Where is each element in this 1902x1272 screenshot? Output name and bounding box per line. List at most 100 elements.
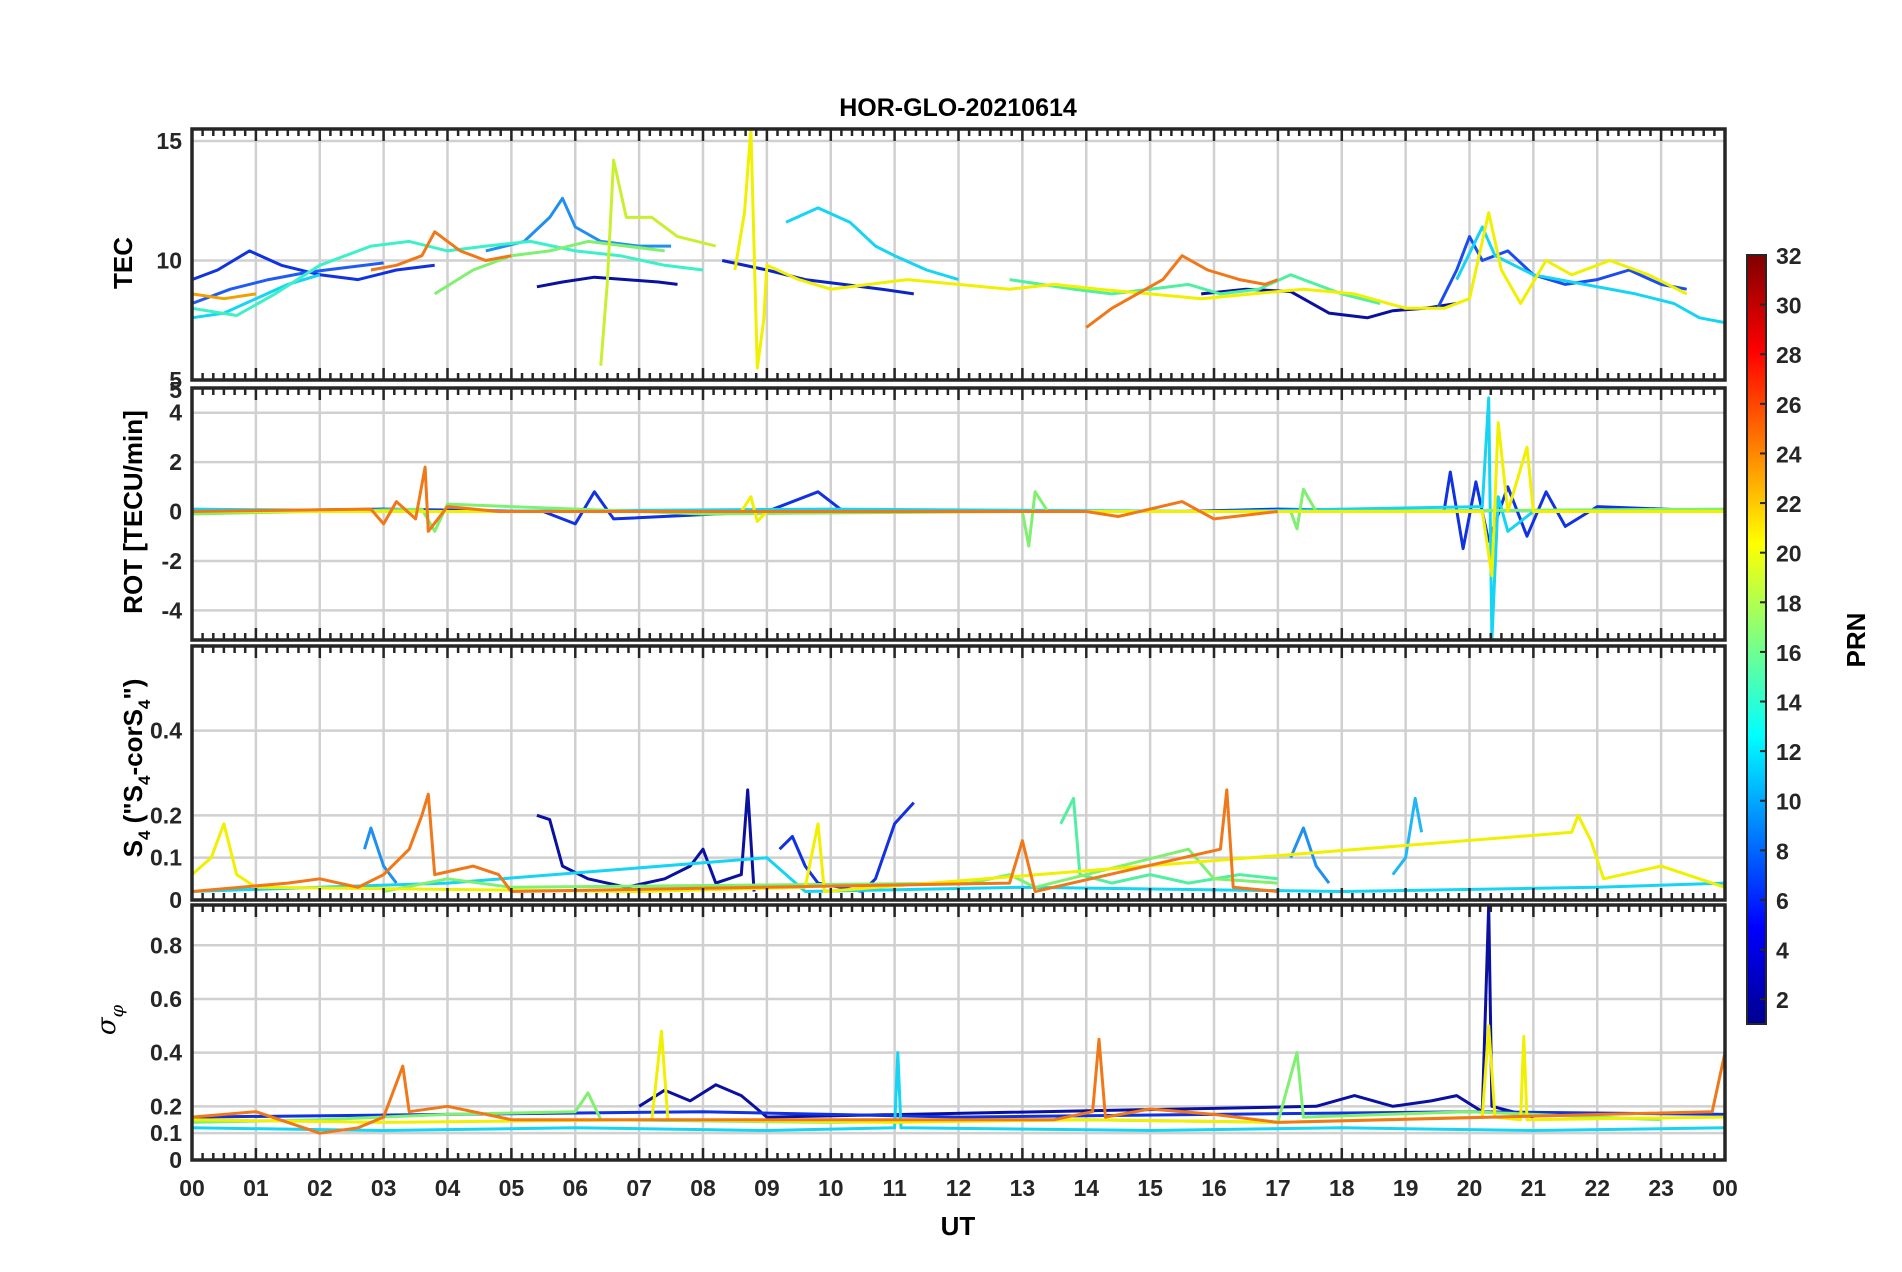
tec-panel: 5 10 15 (156, 127, 1727, 393)
s4-y-tick-label: 0 (169, 887, 182, 913)
sigma-series-prn-12 (191, 1051, 1726, 1132)
x-tick-label: 12 (946, 1175, 972, 1201)
sigma-y-tick-label: 0.1 (150, 1120, 182, 1146)
x-tick-label: 23 (1648, 1175, 1674, 1201)
tec-y-tick-label: 10 (156, 247, 182, 273)
tec-series-prn-12 (191, 273, 321, 320)
colorbar-tick-label: 26 (1776, 392, 1802, 418)
colorbar-tick-label: 22 (1776, 491, 1802, 517)
s4-series-prn-11 (1391, 796, 1424, 876)
tec-series-prn-2 (536, 275, 678, 289)
s4-series-prn-9 (363, 826, 398, 885)
sigma-tick-marks (190, 905, 1727, 1160)
s4-series-prn-9 (1289, 826, 1331, 885)
colorbar-tick-label: 16 (1776, 640, 1802, 666)
x-tick-labels: 00 01 02 03 04 05 06 07 08 09 10 11 12 13 14 15 16 17 18 19… (179, 1175, 1738, 1201)
rot-series-prn-20 (192, 421, 1725, 578)
colorbar-tick-label: 4 (1776, 938, 1789, 964)
s4-y-tick-label: 0.2 (150, 802, 182, 828)
rot-tick-marks (190, 388, 1727, 640)
tec-y-label: TEC (108, 237, 138, 289)
x-tick-label: 02 (307, 1175, 333, 1201)
tec-tick-marks (190, 129, 1727, 380)
sigma-panel: 00.10.2 0.4 0.6 0.8 (150, 903, 1727, 1173)
s4-y-label: S4 ("S4-corS4") (118, 679, 154, 858)
colorbar-tick-label: 18 (1776, 590, 1802, 616)
rot-y-tick-label: 2 (169, 449, 182, 475)
tec-series-prn-2 (1201, 287, 1457, 320)
rot-y-tick-label: -4 (162, 597, 183, 623)
x-tick-label: 00 (179, 1175, 205, 1201)
colorbar-tick-label: 20 (1776, 541, 1802, 567)
s4-y-tick-label: 0.4 (150, 718, 182, 744)
tec-series-prn-20 (733, 127, 1688, 370)
colorbar (1746, 254, 1767, 1025)
colorbar-tick-label: 6 (1776, 888, 1789, 914)
s4-y-tick-label: 0.1 (150, 845, 182, 871)
x-tick-label: 20 (1457, 1175, 1483, 1201)
x-tick-label: 21 (1521, 1175, 1547, 1201)
rot-y-label: ROT [TECU/min] (118, 410, 148, 614)
tec-series-prn-17 (433, 239, 665, 296)
x-tick-label: 10 (818, 1175, 844, 1201)
tec-series-prn-5 (191, 249, 435, 282)
sigma-y-tick-label: 0.4 (150, 1040, 182, 1066)
tec-series-prn-23 (191, 292, 257, 301)
x-tick-label: 00 (1712, 1175, 1738, 1201)
tec-series-prn-14 (191, 239, 704, 317)
sigma-y-tick-label: 0.6 (150, 986, 182, 1012)
tec-series-prn-4 (721, 259, 915, 296)
chart-title: HOR-GLO-20210614 (839, 94, 1077, 122)
x-tick-label: 04 (435, 1175, 461, 1201)
colorbar-tick-label: 24 (1776, 441, 1802, 467)
x-tick-label: 14 (1073, 1175, 1099, 1201)
x-tick-label: 19 (1393, 1175, 1419, 1201)
x-tick-label: 13 (1010, 1175, 1036, 1201)
colorbar-tick-label: 14 (1776, 690, 1802, 716)
s4-series-prn-24 (191, 788, 1279, 893)
colorbar-tick-label: 2 (1776, 987, 1789, 1013)
rot-y-tick-label: -2 (162, 548, 182, 574)
colorbar-tick-label: 30 (1776, 293, 1802, 319)
x-tick-label: 18 (1329, 1175, 1355, 1201)
colorbar-label: PRN (1841, 613, 1871, 668)
x-tick-label: 05 (499, 1175, 525, 1201)
tec-y-tick-label: 15 (156, 128, 182, 154)
rot-series-prn-12 (191, 396, 1725, 642)
s4-tick-marks (190, 646, 1727, 900)
sigma-y-tick-label: 0 (169, 1147, 182, 1173)
sigma-y-tick-label: 0.8 (150, 932, 182, 958)
rot-y-top-label: 5 (169, 377, 182, 403)
x-tick-label: 06 (562, 1175, 588, 1201)
rot-y-tick-label: 4 (169, 400, 182, 426)
rot-series-prn-24 (191, 465, 1279, 533)
tec-y-tick-label: 5 (169, 367, 182, 393)
s4-series-prn-17 (383, 847, 1279, 893)
sigma-series-prn-2 (638, 903, 1534, 1119)
tec-series-prn-12 (1455, 225, 1726, 325)
rot-panel: -4 -2 0 2 45 (162, 377, 1727, 642)
x-tick-label: 08 (690, 1175, 716, 1201)
tec-series-prn-24 (1085, 254, 1279, 329)
x-tick-label: 09 (754, 1175, 780, 1201)
x-axis-label: UT (941, 1211, 976, 1241)
colorbar-tick-label: 8 (1776, 838, 1789, 864)
rot-series-prn-17 (191, 487, 1726, 548)
x-tick-label: 01 (243, 1175, 269, 1201)
tec-series-prn-24 (370, 230, 512, 272)
x-tick-label: 22 (1584, 1175, 1610, 1201)
tec-series-prn-7 (191, 261, 384, 305)
sigma-y-tick-label: 0.2 (150, 1093, 182, 1119)
colorbar-tick-label: 28 (1776, 342, 1802, 368)
x-tick-label: 17 (1265, 1175, 1291, 1201)
x-tick-label: 16 (1201, 1175, 1227, 1201)
tec-series-prn-12 (785, 206, 959, 282)
s4-series-prn-2 (536, 788, 756, 892)
tec-series-prn-15 (1009, 273, 1381, 305)
s4-panel: 0 0.1 0.2 0.4 (150, 644, 1727, 913)
s4-series-prn-20 (191, 813, 1726, 893)
sigma-series-prn-24 (191, 1037, 1727, 1135)
colorbar-tick-label: 32 (1776, 243, 1802, 269)
